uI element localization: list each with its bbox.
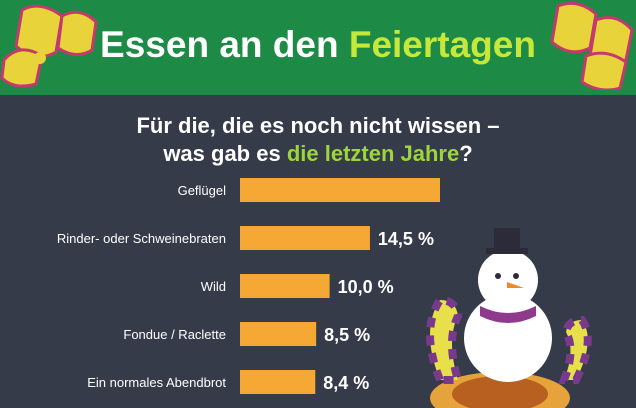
category-label: Rinder- oder Schweinebraten xyxy=(57,231,226,246)
bells-left-icon xyxy=(0,4,98,88)
bar xyxy=(240,274,330,298)
subtitle-highlight: die letzten Jahre xyxy=(286,141,460,166)
bar xyxy=(240,226,370,250)
subtitle: Für die, die es noch nicht wissen – was … xyxy=(0,112,636,168)
header-banner: Essen an den Feiertagen xyxy=(0,0,636,95)
subtitle-line-1: Für die, die es noch nicht wissen – xyxy=(136,113,500,138)
category-label: Ein normales Abendbrot xyxy=(87,375,226,390)
subtitle-line-2-start: was gab es xyxy=(163,141,281,166)
category-label: Geflügel xyxy=(178,183,227,198)
subtitle-question-mark: ? xyxy=(459,141,473,166)
subtitle-line-2: was gab es die letzten Jahre? xyxy=(0,140,636,168)
snowman-illustration xyxy=(426,228,592,408)
page-title: Essen an den Feiertagen xyxy=(0,24,636,66)
bar xyxy=(240,370,316,394)
title-part-1: Essen an den xyxy=(100,24,339,65)
value-label: 14,5 % xyxy=(378,229,434,249)
category-label: Fondue / Raclette xyxy=(123,327,226,342)
bar xyxy=(240,322,317,346)
value-label: 8,5 % xyxy=(324,325,370,345)
value-label: 10,0 % xyxy=(338,277,394,297)
title-highlight: Feiertagen xyxy=(348,24,536,65)
bar xyxy=(240,178,440,202)
category-label: Wild xyxy=(201,279,226,294)
value-label: 8,4 % xyxy=(323,373,369,393)
bells-right-icon xyxy=(550,1,634,90)
bar-chart: Geflügel25,5 %Rinder- oder Schweinebrate… xyxy=(57,178,440,394)
